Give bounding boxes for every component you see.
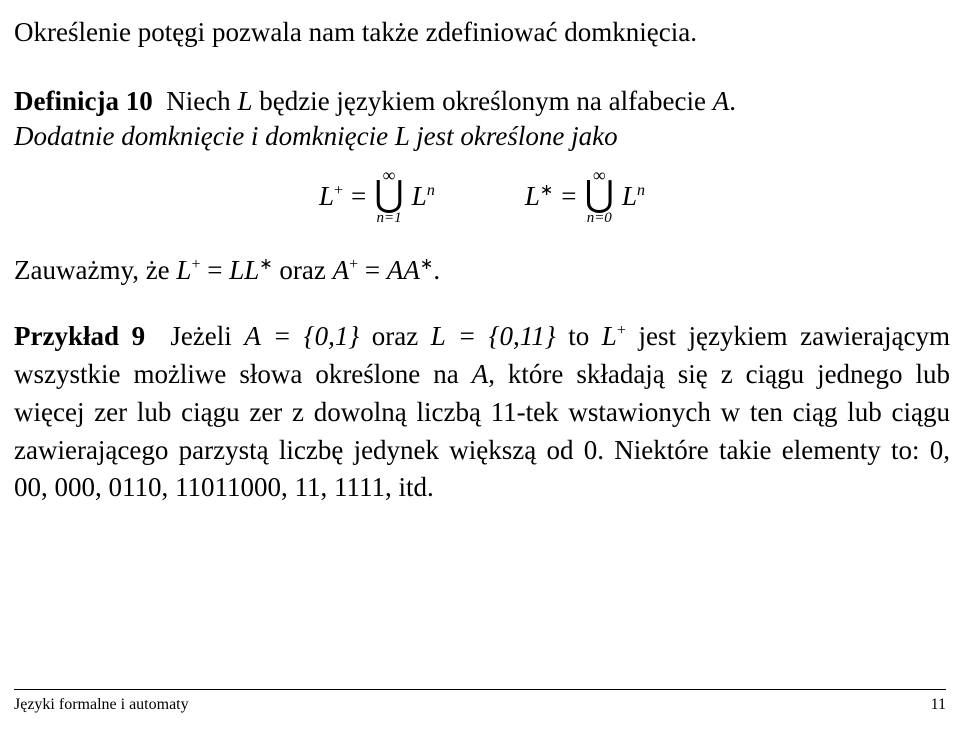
rhs-base-2: L: [622, 181, 637, 211]
union-symbol-2: ⋃: [584, 180, 614, 209]
formula-row: L+ = ∞ ⋃ n=1 Ln L∗ = ∞ ⋃ n=0 Ln: [14, 166, 950, 226]
example-gap: [158, 321, 171, 351]
note-eq2-rhs: AA: [387, 255, 420, 285]
definition-line-2: Dodatnie domknięcie i domknięcie L jest …: [14, 121, 950, 152]
lhs-base-2: L: [525, 181, 540, 211]
footer-rule: [14, 689, 946, 690]
note-eq2-lhs: A: [333, 255, 350, 285]
note-eq2-sup: +: [349, 256, 358, 273]
rhs-sup-1: n: [427, 182, 435, 199]
note-prefix: Zauważmy, że: [14, 255, 176, 285]
footer-page-number: 11: [931, 696, 946, 714]
formula-rhs-Ln-1: Ln: [412, 181, 435, 212]
symbol-A: A: [713, 86, 730, 116]
note-eq1-rhs: LL: [229, 255, 259, 285]
union-symbol-1: ⋃: [374, 180, 404, 209]
example-A2: A: [472, 359, 489, 389]
period: .: [729, 86, 736, 116]
note-line: Zauważmy, że L+ = LL∗ oraz A+ = AA∗.: [14, 254, 950, 286]
big-union-1: ∞ ⋃ n=1: [374, 166, 404, 226]
note-eq1: L: [176, 255, 191, 285]
big-union-2: ∞ ⋃ n=0: [584, 166, 614, 226]
note-mid: oraz: [273, 255, 333, 285]
example-t1: Jeżeli: [170, 321, 244, 351]
definition-text-1: Niech: [166, 86, 237, 116]
page-footer: Języki formalne i automaty 11: [14, 689, 946, 714]
note-eq2-star: ∗: [420, 256, 433, 273]
document-page: Określenie potęgi pozwala nam także zdef…: [0, 0, 960, 734]
rhs-base-1: L: [412, 181, 427, 211]
formula-rhs-Ln-2: Ln: [622, 181, 645, 212]
note-eq1-star: ∗: [259, 256, 272, 273]
lhs-sup-2: ∗: [540, 182, 553, 199]
formula-positive-closure: L+ = ∞ ⋃ n=1 Ln: [319, 166, 435, 226]
lhs-base: L: [319, 181, 334, 211]
note-eq2-eq: =: [358, 255, 387, 285]
example-setA: A = {0,1}: [244, 321, 359, 351]
example-setL: L = {0,11}: [431, 321, 556, 351]
definition-text-2: będzie językiem określonym na alfabecie: [252, 86, 712, 116]
union-bot-1: n=1: [376, 211, 401, 226]
equals-sign: =: [351, 181, 366, 212]
formula-kleene-closure: L∗ = ∞ ⋃ n=0 Ln: [525, 166, 645, 226]
example-label: Przykład 9: [14, 321, 145, 351]
definition-label: Definicja 10: [14, 86, 153, 116]
example-Lplus: L: [602, 321, 617, 351]
symbol-L: L: [237, 86, 252, 116]
formula-lhs-L: L+: [319, 181, 343, 212]
note-eq1-eq: =: [200, 255, 229, 285]
footer-left: Języki formalne i automaty: [14, 696, 189, 714]
intro-paragraph: Określenie potęgi pozwala nam także zdef…: [14, 14, 950, 50]
intro-text: Określenie potęgi pozwala nam także zdef…: [14, 17, 697, 47]
definition-text-3: Dodatnie domknięcie i domknięcie L jest …: [14, 121, 618, 151]
lhs-sup: +: [334, 182, 343, 199]
note-period: .: [433, 255, 440, 285]
rhs-sup-2: n: [637, 182, 645, 199]
example-t3: to: [556, 321, 602, 351]
footer-row: Języki formalne i automaty 11: [14, 696, 946, 714]
example-block: Przykład 9 Jeżeli A = {0,1} oraz L = {0,…: [14, 318, 950, 507]
union-bot-2: n=0: [587, 211, 612, 226]
example-t2: oraz: [359, 321, 431, 351]
equals-sign-2: =: [561, 181, 576, 212]
definition-line-1: Definicja 10 Niech L będzie językiem okr…: [14, 86, 950, 117]
example-Lplus-sup: +: [617, 322, 626, 339]
formula-lhs-Lstar: L∗: [525, 180, 553, 212]
